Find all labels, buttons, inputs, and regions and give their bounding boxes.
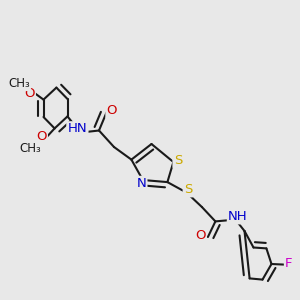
- Text: CH₃: CH₃: [19, 142, 41, 155]
- Text: O: O: [24, 86, 35, 100]
- Text: N: N: [136, 177, 146, 190]
- Text: O: O: [36, 130, 47, 143]
- Text: S: S: [184, 183, 192, 196]
- Text: CH₃: CH₃: [8, 77, 30, 90]
- Text: O: O: [195, 229, 206, 242]
- Text: NH: NH: [228, 210, 248, 223]
- Text: HN: HN: [68, 122, 87, 136]
- Text: F: F: [285, 256, 293, 270]
- Text: O: O: [107, 104, 117, 118]
- Text: S: S: [174, 154, 182, 167]
